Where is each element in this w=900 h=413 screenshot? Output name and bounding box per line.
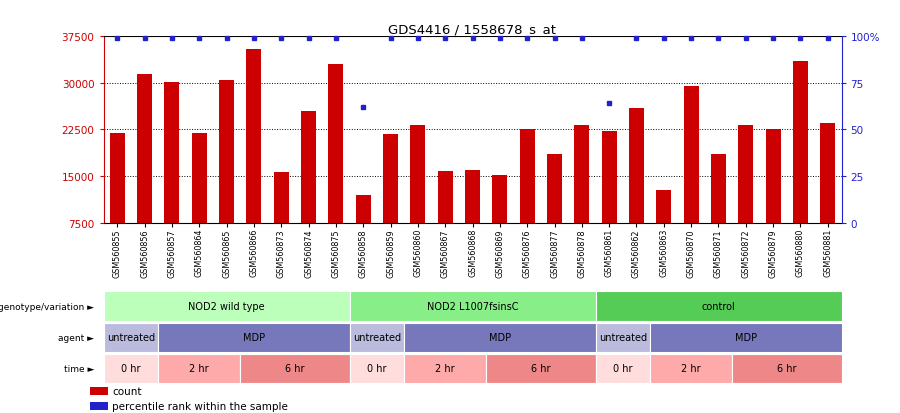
Bar — [301, 112, 316, 223]
Text: untreated: untreated — [598, 332, 647, 343]
Bar — [383, 135, 398, 223]
Bar — [158, 354, 240, 383]
Bar — [437, 172, 453, 223]
Bar — [192, 133, 207, 223]
Bar — [596, 292, 842, 321]
Text: genotype/variation ►: genotype/variation ► — [0, 302, 94, 311]
Bar — [596, 354, 650, 383]
Bar — [90, 402, 108, 410]
Text: 6 hr: 6 hr — [777, 363, 797, 374]
Text: agent ►: agent ► — [58, 333, 94, 342]
Bar — [104, 354, 158, 383]
Bar — [104, 323, 158, 352]
Text: NOD2 wild type: NOD2 wild type — [188, 301, 265, 312]
Bar — [165, 83, 179, 223]
Bar — [650, 354, 733, 383]
Title: GDS4416 / 1558678_s_at: GDS4416 / 1558678_s_at — [389, 23, 556, 36]
Bar — [349, 292, 596, 321]
Bar — [601, 132, 617, 223]
Text: 2 hr: 2 hr — [189, 363, 209, 374]
Bar — [656, 190, 671, 223]
Bar — [349, 323, 404, 352]
Bar — [158, 323, 349, 352]
Bar — [650, 323, 842, 352]
Text: untreated: untreated — [107, 332, 155, 343]
Bar — [137, 74, 152, 223]
Bar — [274, 172, 289, 223]
Bar — [240, 354, 349, 383]
Text: MDP: MDP — [243, 332, 265, 343]
Bar — [738, 126, 753, 223]
Bar — [90, 387, 108, 395]
Bar — [104, 292, 349, 321]
Text: MDP: MDP — [734, 332, 757, 343]
Bar — [404, 323, 596, 352]
Text: 0 hr: 0 hr — [122, 363, 140, 374]
Bar — [547, 155, 562, 223]
Text: MDP: MDP — [489, 332, 511, 343]
Bar — [247, 50, 261, 223]
Text: percentile rank within the sample: percentile rank within the sample — [112, 401, 288, 411]
Text: NOD2 L1007fsinsC: NOD2 L1007fsinsC — [427, 301, 518, 312]
Text: time ►: time ► — [64, 364, 94, 373]
Text: 6 hr: 6 hr — [285, 363, 304, 374]
Bar — [328, 65, 344, 223]
Bar — [404, 354, 486, 383]
Bar — [574, 126, 590, 223]
Bar — [486, 354, 596, 383]
Bar — [820, 124, 835, 223]
Text: 2 hr: 2 hr — [681, 363, 701, 374]
Text: 2 hr: 2 hr — [436, 363, 455, 374]
Bar — [733, 354, 842, 383]
Text: count: count — [112, 386, 142, 396]
Bar — [711, 155, 726, 223]
Bar — [766, 130, 780, 223]
Text: 6 hr: 6 hr — [531, 363, 551, 374]
Text: control: control — [702, 301, 735, 312]
Bar — [219, 81, 234, 223]
Bar — [349, 354, 404, 383]
Text: untreated: untreated — [353, 332, 400, 343]
Bar — [410, 126, 426, 223]
Bar — [465, 170, 480, 223]
Text: 0 hr: 0 hr — [613, 363, 633, 374]
Bar — [519, 130, 535, 223]
Text: 0 hr: 0 hr — [367, 363, 387, 374]
Bar — [793, 62, 808, 223]
Bar — [684, 87, 698, 223]
Bar — [629, 109, 644, 223]
Bar — [110, 133, 125, 223]
Bar — [356, 195, 371, 223]
Bar — [492, 176, 508, 223]
Bar — [596, 323, 650, 352]
